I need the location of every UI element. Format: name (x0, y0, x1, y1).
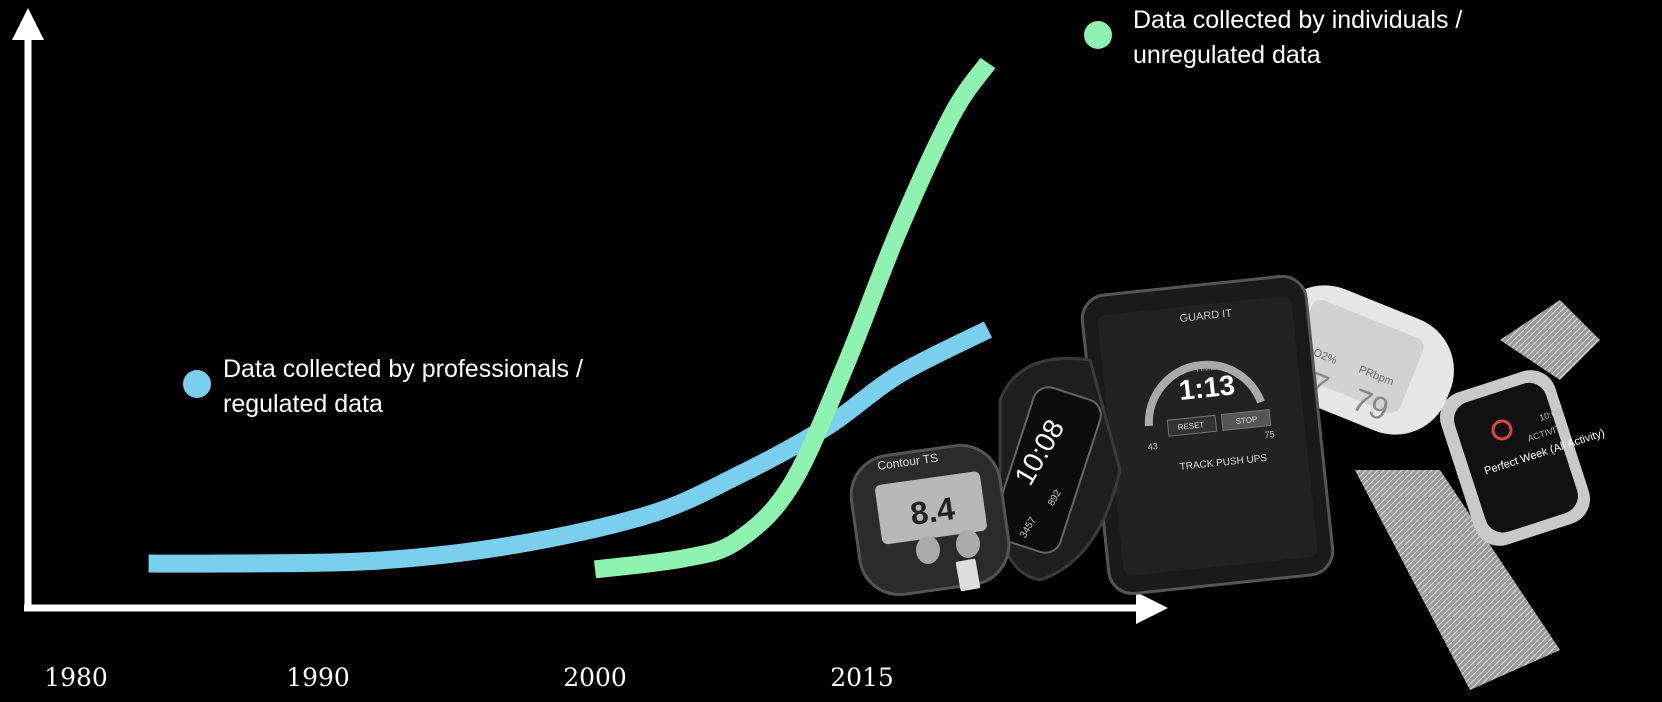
x-tick-label-1990: 1990 (286, 663, 350, 692)
series-individuals-label: Data collected by individuals / (1133, 6, 1462, 34)
phone-app-title: GUARD IT (1179, 308, 1233, 325)
phone-timer-label: TIMER (1194, 361, 1223, 374)
x-tick-label-2000: 2000 (563, 663, 627, 692)
phone-stat-1: 43 (1147, 441, 1158, 452)
series-individuals-line (593, 57, 996, 579)
series-professionals-line (148, 321, 993, 573)
series-professionals-label-line2: regulated data (223, 390, 383, 418)
devices-illustration: Perfect Week (All Activity) ACTIVITY 10:… (849, 274, 1606, 690)
x-tick-label-2015: 2015 (830, 663, 894, 692)
phone-stop-button: STOP (1235, 415, 1257, 426)
phone-stat-2: 75 (1264, 429, 1275, 440)
x-axis-arrow (1136, 592, 1168, 624)
phone-timer-value: 1:13 (1177, 369, 1236, 406)
series-professionals-label: Data collected by professionals / (223, 355, 583, 383)
series-individuals-marker (1084, 21, 1112, 49)
glucose-reading: 8.4 (908, 490, 957, 532)
series-individuals-label-line2: unregulated data (1133, 41, 1321, 69)
glucose-meter-icon: Contour TS 8.4 (849, 443, 1011, 597)
y-axis-arrow (12, 8, 44, 40)
series-professionals-marker (183, 370, 211, 398)
phone-reset-button: RESET (1177, 420, 1205, 432)
smartphone-icon: GUARD IT TIMER 1:13 RESET STOP 43 75 TRA… (1080, 274, 1335, 596)
x-tick-label-1980: 1980 (44, 663, 108, 692)
